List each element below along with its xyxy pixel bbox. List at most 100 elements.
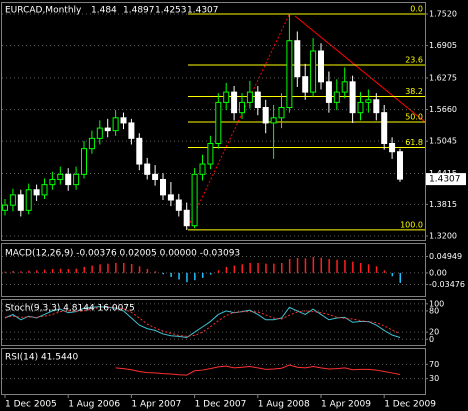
macd-bar [281, 262, 283, 273]
macd-bar [304, 258, 307, 273]
macd-bar [75, 268, 78, 273]
candle-body [144, 163, 151, 175]
candle-body [310, 50, 317, 93]
y-tick-label: 1.3200 [429, 231, 457, 240]
x-tick-label: 1 Aug 2008 [258, 400, 310, 410]
x-tick-label: 1 Apr 2009 [321, 400, 371, 410]
macd-bar [296, 258, 299, 273]
x-tick-label: 1 Dec 2005 [5, 400, 57, 410]
macd-bar [367, 264, 370, 273]
macd-bar [28, 270, 30, 273]
candle-body [104, 127, 111, 132]
fib-label: 23.6 [405, 55, 423, 64]
candle-body [231, 91, 238, 114]
candle-body [128, 122, 135, 139]
candle-body [365, 99, 372, 103]
macd-bar [399, 272, 401, 283]
candle-body [167, 194, 174, 201]
y-tick-label: 30 [429, 374, 439, 383]
macd-bar [51, 268, 54, 273]
macd-bar [154, 271, 157, 273]
macd-bar [328, 259, 330, 273]
candle-body [341, 81, 348, 93]
macd-bar [59, 268, 62, 273]
candle-body [152, 173, 159, 180]
candle-body [175, 199, 182, 211]
candle-body [207, 142, 214, 165]
macd-bar [194, 272, 196, 281]
candle-body [112, 117, 119, 132]
candle-body [25, 189, 32, 211]
macd-bar [178, 272, 180, 280]
candle-body [397, 151, 403, 180]
y-tick-label: 70 [429, 360, 439, 369]
fib-label: 100.0 [400, 220, 423, 229]
candle-body [294, 40, 301, 78]
candle-body [41, 184, 48, 196]
fib-label: 50.0 [405, 112, 423, 121]
y-tick-label: 1.5045 [429, 137, 457, 146]
trend-line [294, 15, 426, 123]
candle-body [270, 117, 277, 124]
candle-body [49, 178, 56, 186]
macd-bar [138, 266, 141, 273]
candle-body [239, 101, 245, 114]
macd-bar [383, 270, 386, 273]
candle-body [183, 209, 190, 227]
candle-body [120, 117, 127, 124]
panel-title: Stoch(9,3,3) 4.8144 16.0075 [5, 304, 135, 314]
panel-title: RSI(14) 41.5440 [5, 353, 78, 363]
macd-bar [391, 272, 394, 277]
candle-body [199, 163, 206, 175]
candle-body [2, 204, 8, 211]
y-tick-label: 20 [429, 328, 439, 337]
candle-body [318, 50, 324, 83]
ohlc-value: 1.4897 [123, 6, 155, 16]
candle-body [333, 91, 340, 103]
candle-body [373, 99, 380, 114]
macd-bar [67, 268, 70, 273]
x-tick-label: 1 Dec 2007 [195, 400, 247, 410]
candle-body [160, 178, 166, 196]
candle-body [325, 81, 332, 103]
fib-label: 61.8 [405, 138, 423, 147]
candle-body [278, 107, 285, 119]
candle-body [349, 81, 356, 114]
candle-body [215, 101, 222, 144]
chart-symbol: EURCAD,Monthly [5, 6, 82, 16]
candle-body [302, 76, 309, 93]
macd-bar [241, 264, 243, 273]
candle-body [136, 137, 143, 165]
candle-body [357, 101, 364, 114]
price-box [426, 173, 466, 186]
fib-label: 0.0 [410, 4, 423, 13]
macd-bar [217, 270, 220, 273]
macd-bar [115, 262, 117, 273]
ohlc-value: 1.4307 [187, 6, 219, 16]
macd-bar [4, 271, 6, 273]
macd-bar [83, 266, 85, 273]
x-tick-label: 1 Dec 2009 [384, 400, 436, 410]
candle-body [254, 91, 261, 109]
ohlc-value: 1.484 [91, 6, 117, 16]
macd-bar [320, 257, 322, 273]
stoch-panel [1, 299, 426, 346]
y-tick-label: -0.03476 [429, 280, 465, 289]
candle-body [33, 189, 40, 196]
macd-bar [130, 263, 133, 273]
y-tick-label: 0.00 [429, 268, 447, 277]
macd-bar [288, 259, 291, 273]
y-tick-label: 80 [429, 306, 439, 315]
macd-bar [36, 270, 38, 273]
x-tick-label: 1 Apr 2007 [131, 400, 181, 410]
y-tick-label: 0.04949 [429, 252, 462, 261]
fib-label: 38.2 [405, 87, 423, 96]
macd-bar [91, 265, 93, 273]
y-tick-label: 1.6905 [429, 41, 457, 50]
candle-body [65, 173, 72, 186]
macd-bar [162, 272, 164, 275]
candle-body [286, 40, 293, 109]
ohlc-value: 1.4253 [155, 6, 187, 16]
